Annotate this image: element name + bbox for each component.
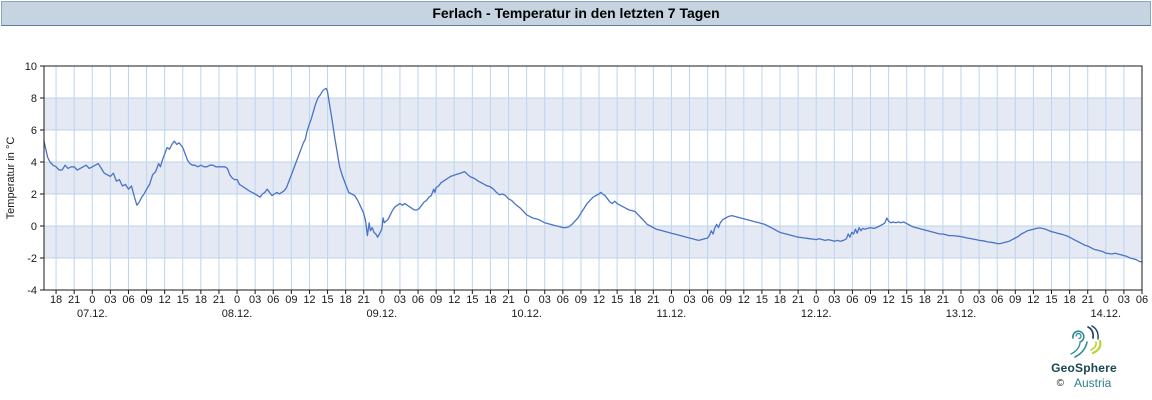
svg-text:18: 18	[1063, 294, 1075, 306]
svg-text:18: 18	[195, 294, 207, 306]
svg-text:4: 4	[31, 157, 37, 169]
svg-text:06: 06	[412, 294, 424, 306]
svg-text:15: 15	[901, 294, 913, 306]
chart-title-bar: Ferlach - Temperatur in den letzten 7 Ta…	[1, 1, 1151, 26]
svg-text:18: 18	[50, 294, 62, 306]
plot-gridlines	[44, 66, 1143, 290]
svg-text:21: 21	[647, 294, 659, 306]
temperature-line	[43, 87, 1143, 263]
y-axis-labels: 10 8 6 4 2 0 -2 -4	[25, 61, 44, 297]
svg-text:06: 06	[991, 294, 1003, 306]
chart-title: Ferlach - Temperatur in den letzten 7 Ta…	[432, 5, 720, 21]
svg-text:15: 15	[466, 294, 478, 306]
svg-text:06: 06	[846, 294, 858, 306]
svg-text:18: 18	[919, 294, 931, 306]
svg-text:6: 6	[31, 125, 37, 137]
svg-text:21: 21	[68, 294, 80, 306]
svg-text:06: 06	[122, 294, 134, 306]
svg-text:18: 18	[484, 294, 496, 306]
logo-country: Austria	[1074, 376, 1112, 390]
svg-text:14.12.: 14.12.	[1091, 308, 1122, 320]
svg-text:10.12.: 10.12.	[511, 308, 542, 320]
svg-text:09: 09	[1009, 294, 1021, 306]
svg-text:07.12.: 07.12.	[77, 308, 108, 320]
svg-text:06: 06	[557, 294, 569, 306]
svg-text:0: 0	[813, 294, 819, 306]
svg-text:15: 15	[756, 294, 768, 306]
svg-text:21: 21	[937, 294, 949, 306]
svg-text:10: 10	[25, 61, 37, 73]
geosphere-logo-icon	[1070, 325, 1102, 358]
copyright-mark: ©	[1056, 377, 1064, 389]
svg-text:03: 03	[683, 294, 695, 306]
svg-text:09: 09	[285, 294, 297, 306]
svg-text:08.12.: 08.12.	[222, 308, 253, 320]
svg-text:12: 12	[303, 294, 315, 306]
x-axis-date-labels: 07.12. 08.12. 09.12. 10.12. 11.12. 12.12. 13.1…	[77, 308, 1121, 320]
svg-text:15: 15	[321, 294, 333, 306]
logo-org-name: GeoSphere	[1051, 361, 1117, 375]
svg-text:03: 03	[539, 294, 551, 306]
svg-text:12: 12	[738, 294, 750, 306]
svg-text:09: 09	[430, 294, 442, 306]
svg-text:03: 03	[1118, 294, 1130, 306]
svg-text:13.12.: 13.12.	[946, 308, 977, 320]
svg-text:06: 06	[1136, 294, 1148, 306]
svg-text:03: 03	[973, 294, 985, 306]
svg-text:21: 21	[358, 294, 370, 306]
svg-text:12: 12	[448, 294, 460, 306]
svg-text:15: 15	[611, 294, 623, 306]
plot-frame	[43, 65, 1143, 291]
svg-text:0: 0	[31, 221, 37, 233]
svg-text:03: 03	[828, 294, 840, 306]
svg-text:-4: -4	[27, 285, 37, 297]
svg-text:03: 03	[394, 294, 406, 306]
svg-text:06: 06	[267, 294, 279, 306]
svg-text:21: 21	[792, 294, 804, 306]
svg-text:0: 0	[958, 294, 964, 306]
svg-text:03: 03	[104, 294, 116, 306]
svg-text:8: 8	[31, 93, 37, 105]
x-axis-hour-labels: 18 21 0 03 06 09 12 15 18 21 0 03 06 09 12 15 18 21 0 03 06 0…	[50, 290, 1148, 306]
svg-text:12: 12	[882, 294, 894, 306]
svg-text:0: 0	[524, 294, 530, 306]
svg-text:09: 09	[864, 294, 876, 306]
geosphere-logo: GeoSphere © Austria	[1024, 325, 1144, 390]
svg-text:0: 0	[89, 294, 95, 306]
svg-text:11.12.: 11.12.	[657, 308, 687, 320]
svg-text:09.12.: 09.12.	[367, 308, 398, 320]
svg-text:18: 18	[629, 294, 641, 306]
plot-shaded-bands	[44, 98, 1142, 258]
svg-text:12: 12	[159, 294, 171, 306]
svg-text:12: 12	[593, 294, 605, 306]
y-axis-title: Temperatur in °C	[5, 137, 17, 220]
svg-text:-2: -2	[27, 253, 37, 265]
svg-text:18: 18	[340, 294, 352, 306]
svg-text:12: 12	[1027, 294, 1039, 306]
svg-text:0: 0	[379, 294, 385, 306]
svg-text:15: 15	[177, 294, 189, 306]
svg-text:09: 09	[575, 294, 587, 306]
svg-text:15: 15	[1045, 294, 1057, 306]
svg-text:09: 09	[720, 294, 732, 306]
svg-text:12.12.: 12.12.	[801, 308, 832, 320]
svg-text:06: 06	[702, 294, 714, 306]
svg-text:21: 21	[502, 294, 514, 306]
svg-text:0: 0	[234, 294, 240, 306]
svg-text:0: 0	[1103, 294, 1109, 306]
svg-text:03: 03	[249, 294, 261, 306]
y-axis-title-group: Temperatur in °C	[5, 137, 17, 220]
svg-text:2: 2	[31, 189, 37, 201]
svg-text:21: 21	[1082, 294, 1094, 306]
svg-text:0: 0	[668, 294, 674, 306]
svg-text:21: 21	[213, 294, 225, 306]
svg-text:09: 09	[140, 294, 152, 306]
svg-text:18: 18	[774, 294, 786, 306]
